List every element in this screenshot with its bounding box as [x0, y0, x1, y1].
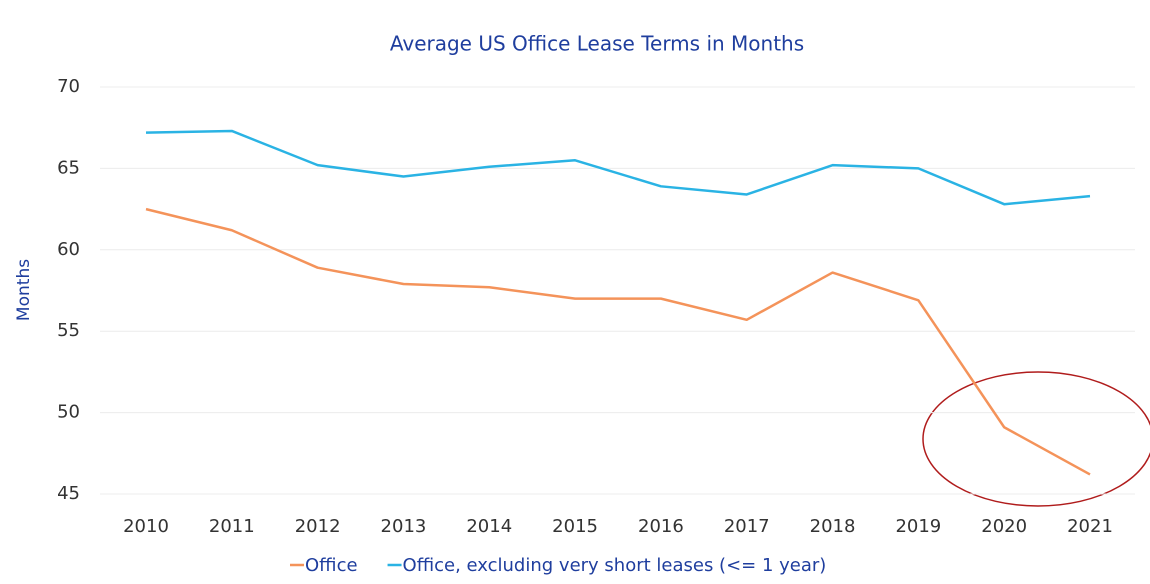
- y-tick-label: 70: [57, 76, 80, 97]
- x-tick-label: 2010: [123, 516, 169, 537]
- x-tick-label: 2020: [981, 516, 1027, 537]
- x-tick-label: 2014: [466, 516, 512, 537]
- y-axis-title: Months: [14, 259, 34, 321]
- chart-title: Average US Office Lease Terms in Months: [390, 32, 804, 56]
- series-line: [145, 207, 1091, 476]
- y-tick-label: 50: [57, 402, 80, 423]
- x-tick-label: 2017: [724, 516, 770, 537]
- series-line: [145, 129, 1091, 206]
- y-tick-label: 45: [57, 483, 80, 504]
- legend-label: Office, excluding very short leases (<= …: [403, 555, 827, 576]
- y-tick-label: 55: [57, 320, 80, 341]
- x-tick-label: 2011: [209, 516, 255, 537]
- x-tick-label: 2012: [295, 516, 341, 537]
- legend-label: Office: [305, 555, 358, 576]
- x-tick-label: 2018: [810, 516, 856, 537]
- x-tick-label: 2015: [552, 516, 598, 537]
- y-tick-label: 65: [57, 157, 80, 178]
- y-tick-label: 60: [57, 239, 80, 260]
- x-tick-label: 2016: [638, 516, 684, 537]
- highlight-ellipse: [922, 371, 1150, 507]
- x-tick-label: 2019: [895, 516, 941, 537]
- x-tick-label: 2021: [1067, 516, 1113, 537]
- x-tick-label: 2013: [381, 516, 427, 537]
